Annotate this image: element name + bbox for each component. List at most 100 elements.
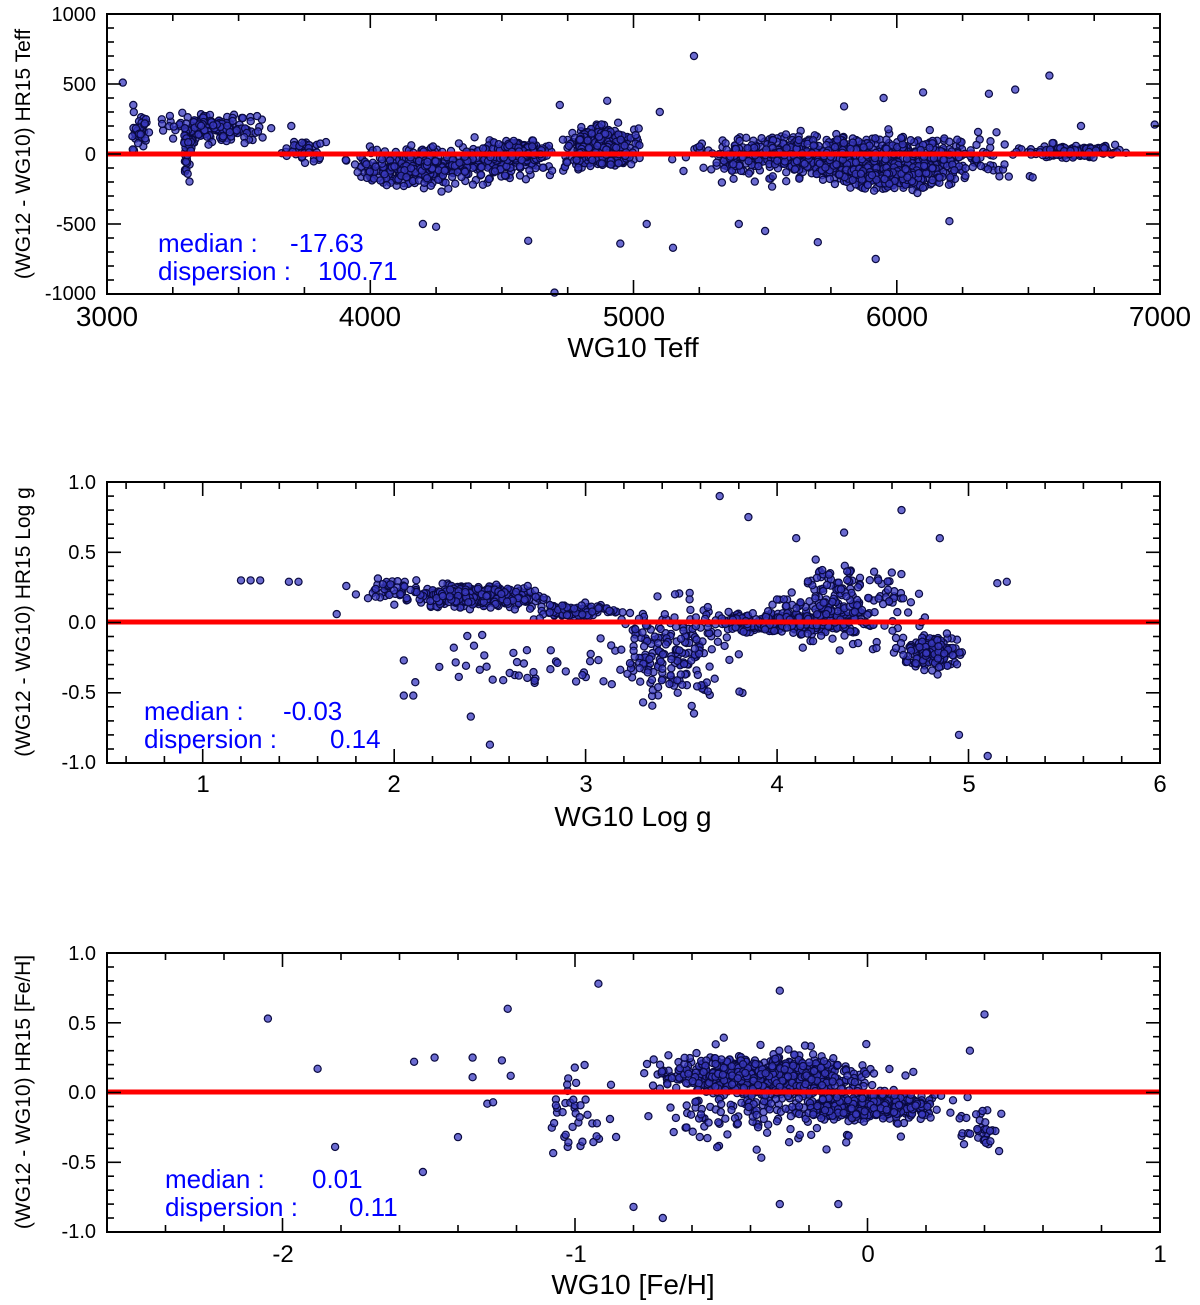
teff-data-point bbox=[976, 161, 986, 171]
logg-data-point bbox=[850, 607, 860, 617]
teff-data-point bbox=[856, 169, 866, 178]
teff-data-point bbox=[468, 180, 478, 189]
logg-data-point bbox=[399, 656, 408, 665]
logg-data-point bbox=[725, 655, 734, 665]
teff-data-point bbox=[818, 175, 828, 184]
teff-data-point bbox=[587, 129, 596, 138]
teff-data-point bbox=[515, 171, 525, 180]
teff-data-point bbox=[913, 188, 922, 198]
teff-data-point bbox=[1150, 120, 1159, 129]
logg-data-point bbox=[342, 581, 351, 591]
logg-data-point bbox=[689, 709, 699, 718]
logg-data-point bbox=[451, 658, 460, 667]
logg-data-point bbox=[687, 656, 696, 665]
logg-data-point bbox=[482, 591, 491, 601]
logg-data-point bbox=[819, 598, 828, 607]
teff-data-point bbox=[454, 139, 464, 148]
teff-data-point bbox=[750, 143, 759, 152]
teff-data-point bbox=[768, 172, 778, 181]
logg-data-point bbox=[887, 568, 897, 577]
teff-data-point bbox=[744, 156, 753, 166]
teff-data-point bbox=[606, 160, 615, 169]
logg-data-point bbox=[915, 642, 924, 652]
logg-data-point bbox=[955, 648, 964, 657]
logg-data-point bbox=[607, 680, 617, 689]
logg-data-point bbox=[658, 650, 668, 659]
logg-data-point bbox=[562, 610, 572, 620]
teff-data-point bbox=[792, 156, 802, 166]
logg-data-point bbox=[993, 579, 1002, 588]
teff-data-point bbox=[238, 113, 247, 123]
feh-data-point bbox=[648, 1081, 658, 1090]
teff-data-point bbox=[928, 164, 937, 173]
logg-data-point bbox=[899, 650, 908, 660]
logg-data-point bbox=[679, 659, 689, 669]
teff-data-point bbox=[782, 176, 791, 186]
teff-data-point bbox=[1076, 121, 1086, 131]
logg-data-point bbox=[371, 592, 380, 601]
teff-data-point bbox=[593, 141, 602, 150]
teff-data-point bbox=[642, 219, 651, 229]
teff-data-point bbox=[903, 173, 912, 182]
teff-data-point bbox=[399, 181, 408, 191]
logg-data-point bbox=[872, 643, 881, 653]
logg-data-point bbox=[744, 512, 753, 522]
logg-data-point bbox=[607, 641, 616, 650]
logg-data-point bbox=[883, 577, 892, 586]
teff-data-point bbox=[365, 167, 374, 176]
teff-data-point bbox=[538, 163, 548, 172]
teff-data-point bbox=[614, 158, 623, 168]
logg-data-point bbox=[869, 567, 879, 576]
teff-data-point bbox=[1028, 173, 1037, 182]
teff-data-point bbox=[972, 140, 981, 150]
teff-data-point bbox=[521, 175, 531, 184]
logg-data-point bbox=[789, 628, 798, 638]
logg-data-point bbox=[874, 576, 883, 585]
logg-data-point bbox=[703, 687, 713, 696]
logg-data-point bbox=[617, 645, 626, 654]
teff-data-point bbox=[833, 135, 842, 144]
teff-data-point bbox=[897, 133, 906, 143]
teff-data-point bbox=[867, 170, 877, 180]
teff-data-point bbox=[945, 216, 954, 226]
teff-data-point bbox=[169, 122, 178, 131]
logg-scatter-points bbox=[236, 491, 1012, 761]
logg-data-point bbox=[798, 643, 808, 652]
logg-data-point bbox=[670, 590, 680, 599]
logg-data-point bbox=[857, 605, 867, 615]
teff-data-point bbox=[813, 237, 823, 247]
teff-data-point bbox=[178, 108, 187, 118]
logg-data-point bbox=[828, 634, 837, 643]
logg-data-point bbox=[675, 646, 684, 655]
teff-y-axis-title: (WG12 - WG10) HR15 Teff bbox=[12, 29, 35, 279]
teff-data-point bbox=[490, 167, 500, 176]
teff-y-tick-label: 500 bbox=[63, 74, 96, 96]
teff-data-point bbox=[699, 163, 708, 172]
logg-data-point bbox=[553, 658, 562, 668]
teff-data-point bbox=[717, 178, 727, 187]
teff-data-point bbox=[597, 120, 606, 129]
logg-data-point bbox=[911, 659, 920, 668]
logg-data-point bbox=[922, 649, 931, 658]
teff-y-tick-label: -1000 bbox=[45, 283, 96, 305]
logg-data-point bbox=[686, 605, 695, 615]
logg-data-point bbox=[692, 635, 701, 644]
logg-data-point bbox=[371, 584, 380, 594]
teff-data-point bbox=[133, 138, 143, 148]
teff-data-point bbox=[882, 144, 891, 153]
teff-y-tick-label: 0 bbox=[85, 144, 96, 166]
teff-data-point bbox=[550, 288, 559, 297]
logg-data-point bbox=[618, 608, 627, 617]
logg-data-point bbox=[546, 646, 556, 655]
feh-scatter-points bbox=[263, 979, 1006, 1223]
logg-data-point bbox=[332, 609, 341, 619]
teff-data-point bbox=[500, 171, 510, 180]
logg-data-point bbox=[812, 610, 822, 619]
logg-data-point bbox=[808, 636, 818, 646]
teff-data-point bbox=[901, 165, 910, 174]
logg-data-point bbox=[561, 667, 571, 676]
teff-data-point bbox=[983, 164, 993, 174]
teff-data-point bbox=[451, 179, 460, 188]
teff-median-label: median : bbox=[158, 228, 258, 258]
teff-data-point bbox=[760, 226, 770, 236]
